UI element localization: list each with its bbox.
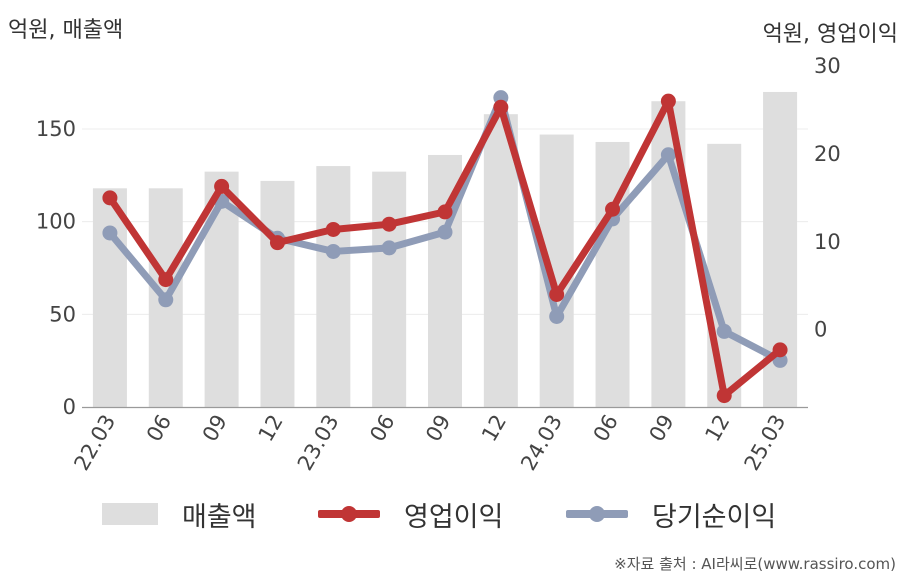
legend-operating-profit-swatch [318, 503, 380, 525]
right-tick-label: 30 [814, 54, 841, 78]
legend-net-profit-swatch [566, 503, 628, 525]
operating-profit-point [381, 216, 397, 232]
source-note: ※자료 출처 : AI라씨로(www.rassiro.com) [614, 555, 896, 573]
operating-profit-point [493, 99, 509, 115]
x-tick-label: 12 [477, 411, 511, 446]
x-tick-label: 24.03 [516, 411, 567, 475]
x-tick-label: 22.03 [69, 411, 120, 475]
operating-profit-point [716, 388, 732, 404]
right-axis-title: 억원, 영업이익 [762, 22, 898, 47]
left-axis-title: 억원, 매출액 [8, 18, 124, 43]
legend-net-profit-label: 당기순이익 [652, 501, 777, 533]
legend-operating-profit: 영업이익 [318, 492, 503, 536]
right-tick-label: 20 [814, 142, 841, 166]
operating-profit-point [158, 272, 174, 288]
legend-operating-profit-label: 영업이익 [404, 501, 504, 533]
left-tick-label: 150 [36, 117, 76, 141]
net-profit-point [158, 292, 174, 308]
revenue-bar [707, 143, 742, 407]
net-profit-point [381, 240, 397, 256]
right-tick-label: 10 [814, 230, 841, 254]
x-tick-label: 09 [421, 411, 455, 446]
x-tick-label: 06 [142, 411, 176, 446]
revenue-bar [316, 166, 351, 407]
net-profit-point [102, 225, 118, 241]
legend-revenue: 매출액 [102, 492, 257, 536]
operating-profit-point [325, 221, 341, 237]
left-tick-label: 0 [63, 395, 76, 419]
revenue-bar [372, 171, 407, 407]
left-tick-label: 100 [36, 210, 76, 234]
x-tick-label: 09 [198, 411, 232, 446]
net-profit-point [437, 224, 453, 240]
net-profit-point [325, 243, 341, 259]
right-tick-label: 0 [814, 318, 827, 342]
operating-profit-point [269, 235, 285, 251]
operating-profit-point [772, 342, 788, 358]
x-tick-label: 25.03 [740, 411, 791, 475]
net-profit-point [549, 308, 565, 324]
net-profit-point [716, 323, 732, 339]
legend-revenue-swatch [102, 503, 158, 525]
revenue-bar [260, 180, 295, 407]
operating-profit-point [605, 201, 621, 217]
revenue-bar [483, 114, 518, 407]
legend-net-profit: 당기순이익 [566, 492, 776, 536]
net-profit-point [660, 147, 676, 163]
x-tick-label: 23.03 [293, 411, 344, 475]
left-tick-label: 50 [49, 302, 76, 326]
revenue-bar [92, 188, 127, 407]
x-tick-label: 09 [645, 411, 679, 446]
operating-profit-point [549, 287, 565, 303]
operating-profit-point [214, 178, 230, 194]
legend: 매출액 영업이익 당기순이익 [0, 492, 908, 536]
legend-revenue-label: 매출액 [182, 501, 257, 533]
x-tick-label: 12 [700, 411, 734, 446]
operating-profit-point [102, 190, 118, 206]
x-tick-label: 06 [589, 411, 623, 446]
operating-profit-point [660, 93, 676, 109]
x-tick-label: 12 [254, 411, 288, 446]
x-tick-label: 06 [365, 411, 399, 446]
operating-profit-point [437, 204, 453, 220]
